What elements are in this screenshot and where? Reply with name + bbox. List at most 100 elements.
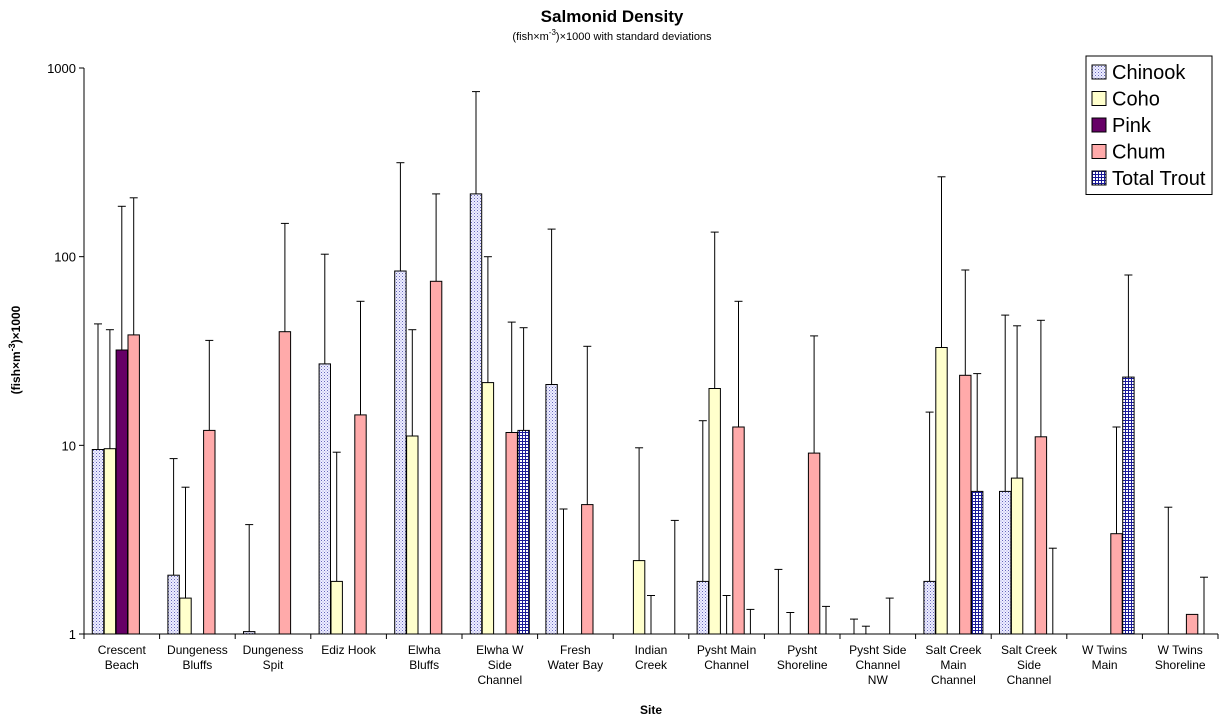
error-bar-chum-2 [280,222,289,332]
bar-chum-14 [1185,613,1199,635]
error-bar-total-trout-7 [670,519,679,634]
category-label-7-line-1: Creek [635,658,668,672]
category-label-9-line-0: Pysht [787,643,818,657]
bar-chinook-11 [923,580,936,635]
legend-label-chum: Chum [1112,142,1165,164]
error-bar-chum-3 [356,300,365,415]
category-label-14-line-0: W Twins [1158,643,1203,657]
bar-coho-4 [406,435,419,635]
bar-chum-9 [807,452,821,635]
error-bar-chinook-4 [396,162,405,271]
y-tick-label-3: 1000 [47,61,76,76]
error-bar-total-trout-11 [973,373,982,492]
bar-chinook-12 [999,490,1012,635]
error-bar-chum-12 [1036,319,1045,437]
error-bar-chum-10 [885,597,894,634]
error-bar-chinook-6 [547,228,556,385]
error-bar-chinook-2 [245,524,254,632]
bar-chum-12 [1034,436,1048,635]
bar-chum-6 [581,504,594,635]
category-label-10: Pysht Side Channel NW [849,643,907,687]
error-bar-coho-12 [1013,325,1022,479]
category-label-2-line-0: Dungeness [243,643,304,657]
chart-subtitle-suffix: )×1000 with standard deviations [556,31,712,43]
category-label-14: W Twins Shoreline [1155,643,1206,672]
bar-chum-8 [732,426,745,635]
legend: Chinook Coho Pink Chum Total Trout [1085,55,1213,195]
category-label-1-line-0: Dungeness [167,643,228,657]
error-bar-chum-6 [583,345,592,505]
error-bar-total-trout-14 [1200,576,1208,634]
chart-subtitle-prefix: (fish×m [512,31,548,43]
category-label-2: Dungeness Spit [243,643,304,672]
category-label-4-line-1: Bluffs [409,658,439,672]
error-bar-chum-1 [205,339,214,431]
error-bar-chinook-1 [169,458,178,576]
error-bar-chum-5 [507,321,516,433]
legend-label-coho: Coho [1112,89,1160,111]
error-bar-chum-0 [129,197,138,335]
legend-swatch-chinook [1091,64,1107,80]
error-bar-total-trout-5 [519,327,528,431]
error-bar-pink-7 [647,595,655,634]
bar-coho-8 [708,388,721,635]
legend-box [1085,55,1213,195]
category-label-11-line-1: Main [940,658,966,672]
error-bar-coho-8 [710,231,719,389]
bar-coho-3 [330,580,343,635]
category-label-8: Pysht Main Channel [697,643,756,672]
category-label-5: Elwha W Side Channel [476,643,524,687]
category-label-13-line-0: W Twins [1082,643,1127,657]
category-label-4: Elwha Bluffs [408,643,441,672]
error-bar-chinook-11 [925,411,934,582]
error-bar-chum-9 [810,335,819,454]
error-bar-coho-10 [861,625,870,634]
error-bar-chinook-5 [472,91,480,194]
legend-label-chinook: Chinook [1112,62,1186,84]
error-bar-total-trout-8 [746,608,755,634]
y-axis-title: (fish×m-3)×1000 [7,305,23,394]
category-label-11-line-0: Salt Creek [925,643,982,657]
category-label-8-line-0: Pysht Main [697,643,756,657]
category-label-12-line-1: Side [1017,658,1041,672]
y-tick-label-1: 10 [62,438,76,453]
category-label-13: W Twins Main [1082,643,1127,672]
error-bar-chum-13 [1112,426,1121,534]
bar-chinook-0 [91,449,105,635]
bar-pink-0 [115,349,128,635]
bar-total-trout-13 [1122,376,1135,635]
chart-subtitle-superscript: -3 [549,28,557,37]
bar-chinook-3 [318,363,332,635]
error-bar-chinook-10 [850,618,858,634]
bar-chinook-1 [167,574,180,635]
error-bar-chinook-0 [94,323,102,450]
error-bar-chinook-12 [1001,314,1010,492]
bar-coho-7 [632,560,646,635]
bar-coho-0 [103,448,117,635]
chart-title: Salmonid Density [541,7,684,26]
bar-chum-5 [505,432,518,635]
bar-chum-13 [1110,533,1123,635]
category-label-1-line-1: Bluffs [183,658,213,672]
category-label-11: Salt Creek Main Channel [925,643,982,687]
bar-total-trout-5 [517,429,530,635]
category-label-6-line-0: Fresh [560,643,591,657]
category-label-2-line-1: Spit [263,658,284,672]
bar-chinook-5 [469,193,483,635]
y-tick-label-2: 100 [54,250,76,265]
bar-chum-11 [959,374,972,635]
error-bar-pink-8 [722,595,731,634]
legend-swatch-chum [1091,144,1107,159]
category-label-7: Indian Creek [635,643,668,672]
error-bar-coho-9 [786,612,795,634]
error-bar-chinook-9 [774,568,783,634]
error-bar-total-trout-13 [1124,274,1133,378]
category-label-0: Crescent Beach [98,643,147,672]
error-bar-coho-4 [408,329,417,436]
bar-chum-4 [429,280,443,635]
category-label-10-line-2: NW [868,673,889,687]
y-axis-title-suffix: )×1000 [9,305,23,343]
category-label-5-line-2: Channel [477,673,522,687]
error-bar-coho-1 [181,486,190,599]
